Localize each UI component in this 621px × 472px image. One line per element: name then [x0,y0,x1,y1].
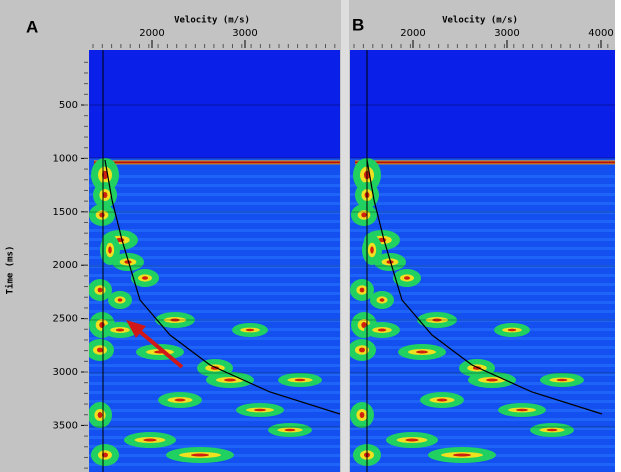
blob [295,379,306,381]
streak [89,409,340,412]
streak [350,319,615,322]
background-lower [350,158,615,472]
streak [350,220,615,223]
x-tick-label: 3000 [232,28,257,39]
streak [89,337,340,340]
blob [254,409,266,411]
first-arrival-core [355,161,620,163]
streak [89,463,340,466]
y-tick-label: 2500 [53,314,78,325]
blob [142,276,148,280]
streak [350,310,615,313]
streak [89,202,340,205]
blob [557,379,568,381]
streak [350,193,615,196]
streak [350,409,615,412]
blob [508,329,516,331]
blob [360,412,365,418]
streak [350,391,615,394]
y-tick-label: 1000 [53,153,78,164]
y-tick-label: 3500 [53,420,78,431]
blob [246,329,254,331]
streak [89,355,340,358]
streak [89,310,340,313]
axis-header [350,36,615,48]
blob [404,276,410,280]
blob [486,379,498,382]
streak [89,193,340,196]
x-axis-title: Velocity (m/s) [442,15,518,26]
first-arrival-core [94,161,345,163]
streak [350,175,615,178]
y-tick-label: 500 [59,100,78,111]
background-upper [89,50,340,158]
blob [98,288,103,293]
y-axis-title: Time (ms) [5,246,16,295]
y-tick-label: 3000 [53,367,78,378]
blob [108,246,112,253]
blob [99,213,104,218]
y-tick-label: 1500 [53,207,78,218]
streak [350,337,615,340]
streak [89,346,340,349]
blob [378,329,386,332]
streak [89,211,340,214]
streak [350,445,615,448]
panel-label: B [352,15,364,34]
streak [89,445,340,448]
blob [361,213,366,218]
axis-header [89,36,340,48]
semblance-panel [86,50,345,472]
blob [285,429,296,431]
blob [224,379,236,382]
streak [89,391,340,394]
background-upper [350,50,615,158]
blob [547,429,558,431]
blob [143,439,156,442]
streak [350,418,615,421]
streak [350,463,615,466]
streak [89,220,340,223]
streak [350,355,615,358]
streak [350,184,615,187]
x-tick-label: 2000 [139,28,164,39]
blob [405,439,418,442]
blob [191,454,209,457]
x-tick-label: 4000 [588,28,613,39]
blob [370,246,374,253]
blob [359,348,365,353]
streak [350,274,615,277]
streak [89,184,340,187]
streak [89,283,340,286]
panel-divider [341,0,349,472]
blob [97,348,103,353]
streak [350,211,615,214]
blob [175,399,186,402]
panel-label: A [26,17,38,36]
streak [350,400,615,403]
x-tick-label: 2000 [400,28,425,39]
x-tick-label: 3000 [494,28,519,39]
blob [118,298,123,302]
x-axis-title: Velocity (m/s) [174,15,250,26]
streak [89,418,340,421]
streak [350,346,615,349]
blob [453,454,471,457]
figure: A B Velocity (m/s) Velocity (m/s) Time (… [0,0,621,472]
blob [416,351,428,354]
streak [89,274,340,277]
right-edge [615,0,621,472]
blob [380,298,385,302]
semblance-panel [348,50,620,472]
blob [98,412,103,418]
streak [350,427,615,430]
blob [360,288,365,293]
y-tick-label: 2000 [53,260,78,271]
streak [350,283,615,286]
blob [437,399,448,402]
blob [516,409,528,411]
blob [116,329,124,332]
streak [89,175,340,178]
streak [350,202,615,205]
